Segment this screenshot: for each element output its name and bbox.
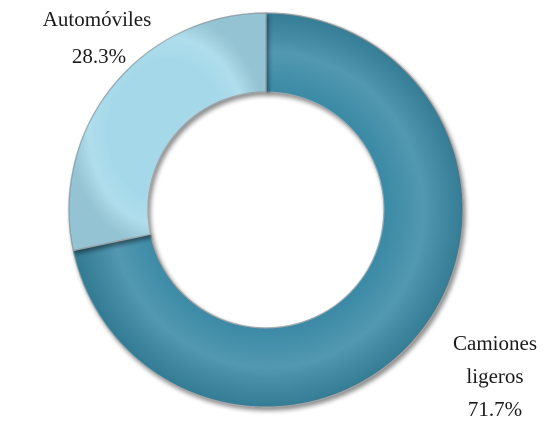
slice-value-label-camiones-ligeros: 71.7%	[468, 397, 522, 421]
donut-slices	[68, 12, 464, 408]
slice-label-camiones-ligeros-line2: ligeros	[466, 364, 523, 388]
donut-slice-highlight-0	[72, 12, 464, 408]
donut-slice-highlight-1	[68, 12, 267, 252]
slice-label-line: Camiones	[453, 331, 537, 355]
slice-value-label-automoviles: 28.3%	[72, 44, 126, 68]
slice-label-camiones-ligeros: Camiones	[453, 331, 537, 355]
slice-label-automoviles: Automóviles	[43, 7, 152, 31]
slice-label-line: ligeros	[466, 364, 523, 388]
